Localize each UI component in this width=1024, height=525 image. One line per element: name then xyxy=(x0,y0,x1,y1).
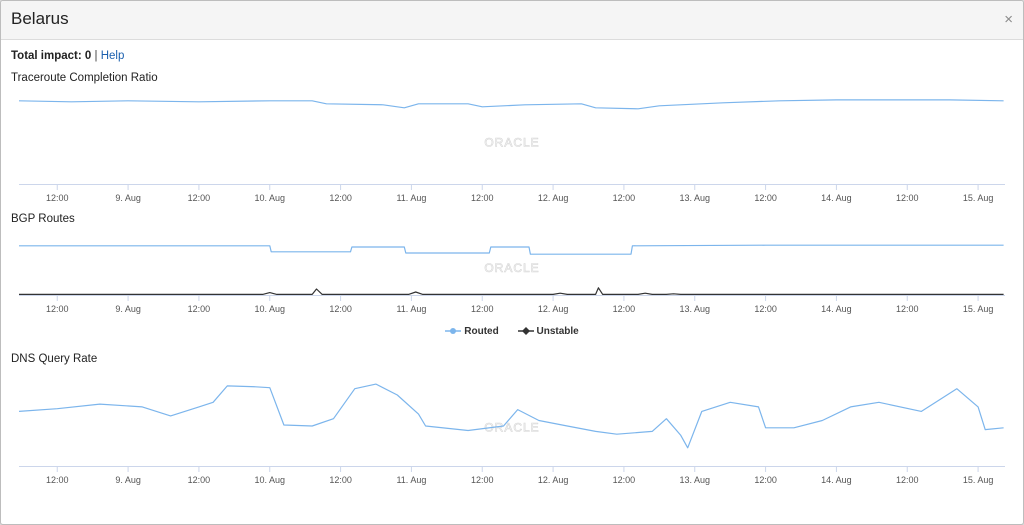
x-tick-label: 12:00 xyxy=(896,304,919,314)
x-tick-label: 12:00 xyxy=(754,193,777,203)
x-tick-label: 12:00 xyxy=(471,193,494,203)
bgp-legend: Routed Unstable xyxy=(1,326,1023,337)
x-tick-label: 11. Aug xyxy=(396,193,426,203)
x-tick-label: 12:00 xyxy=(46,304,69,314)
x-tick-label: 14. Aug xyxy=(821,193,852,203)
legend-item-unstable[interactable]: Unstable xyxy=(517,326,579,337)
x-tick-label: 15. Aug xyxy=(963,193,994,203)
chart-title-bgp: BGP Routes xyxy=(11,213,75,225)
x-tick-label: 9. Aug xyxy=(115,193,141,203)
series-line-0[interactable] xyxy=(18,99,1004,110)
legend-routed-label: Routed xyxy=(464,326,499,337)
x-tick-label: 12:00 xyxy=(896,193,919,203)
x-tick-label: 12:00 xyxy=(471,304,494,314)
x-tick-label: 12:00 xyxy=(754,475,777,485)
impact-summary: Total impact: 0 | Help xyxy=(11,50,124,62)
help-link[interactable]: Help xyxy=(100,50,125,62)
x-tick-label: 12:00 xyxy=(329,304,352,314)
x-tick-label: 12:00 xyxy=(613,475,636,485)
x-tick-label: 9. Aug xyxy=(115,304,141,314)
impact-value: 0 xyxy=(84,50,92,62)
oracle-watermark: ORACLE xyxy=(484,261,539,275)
dialog-header: Belarus × xyxy=(1,1,1023,40)
oracle-watermark: ORACLE xyxy=(484,135,539,149)
x-tick-label: 14. Aug xyxy=(821,475,852,485)
x-tick-label: 12:00 xyxy=(188,475,211,485)
x-tick-label: 11. Aug xyxy=(396,475,426,485)
separator: | xyxy=(94,50,98,62)
series-line-unstable[interactable] xyxy=(19,287,1004,295)
x-tick-label: 12. Aug xyxy=(538,193,569,203)
x-tick-label: 11. Aug xyxy=(396,304,426,314)
x-tick-label: 12:00 xyxy=(613,304,636,314)
dns-query-rate-chart[interactable]: ORACLE 12:00 9. Aug 12:00 10. Aug 12:00 11. Au… xyxy=(1,365,1023,485)
chart-title-traceroute: Traceroute Completion Ratio xyxy=(11,72,158,84)
x-tick-label: 15. Aug xyxy=(963,475,994,485)
x-tick-label: 12:00 xyxy=(329,475,352,485)
x-tick-label: 12:00 xyxy=(329,193,352,203)
chart-title-dns: DNS Query Rate xyxy=(11,353,98,365)
traceroute-chart[interactable]: ORACLE 12:00 9. Aug 12:00 10. Aug 12:00 11. Au… xyxy=(1,77,1023,217)
x-tick-label: 12:00 xyxy=(46,475,69,485)
x-tick-label: 10. Aug xyxy=(254,193,285,203)
x-tick-label: 12:00 xyxy=(896,475,919,485)
x-tick-label: 10. Aug xyxy=(254,475,285,485)
x-tick-label: 12:00 xyxy=(613,193,636,203)
x-tick-label: 12:00 xyxy=(188,193,211,203)
x-tick-label: 12:00 xyxy=(754,304,777,314)
x-tick-label: 12:00 xyxy=(46,193,69,203)
x-tick-label: 15. Aug xyxy=(963,304,994,314)
legend-item-routed[interactable]: Routed xyxy=(445,326,499,337)
close-icon[interactable]: × xyxy=(1004,11,1013,28)
x-tick-label: 10. Aug xyxy=(254,304,285,314)
x-tick-label: 13. Aug xyxy=(679,304,710,314)
series-line-routed[interactable] xyxy=(19,244,1004,255)
x-tick-label: 12:00 xyxy=(471,475,494,485)
legend-unstable-symbol-icon xyxy=(517,327,534,336)
series-line-0[interactable] xyxy=(18,383,1004,449)
bgp-routes-chart[interactable]: ORACLE 12:00 9. Aug 12:00 10. Aug 12:00 11. Au… xyxy=(1,219,1023,329)
x-tick-label: 13. Aug xyxy=(679,193,710,203)
oracle-watermark: ORACLE xyxy=(484,420,539,434)
x-tick-label: 9. Aug xyxy=(115,475,141,485)
x-tick-label: 12:00 xyxy=(188,304,211,314)
dialog-title: Belarus xyxy=(11,9,69,28)
x-tick-label: 12. Aug xyxy=(538,304,569,314)
legend-unstable-label: Unstable xyxy=(536,326,579,337)
impact-label: Total impact: xyxy=(11,50,82,62)
legend-routed-symbol-icon xyxy=(445,328,462,335)
x-tick-label: 14. Aug xyxy=(821,304,852,314)
x-tick-label: 12. Aug xyxy=(538,475,569,485)
x-tick-label: 13. Aug xyxy=(679,475,710,485)
